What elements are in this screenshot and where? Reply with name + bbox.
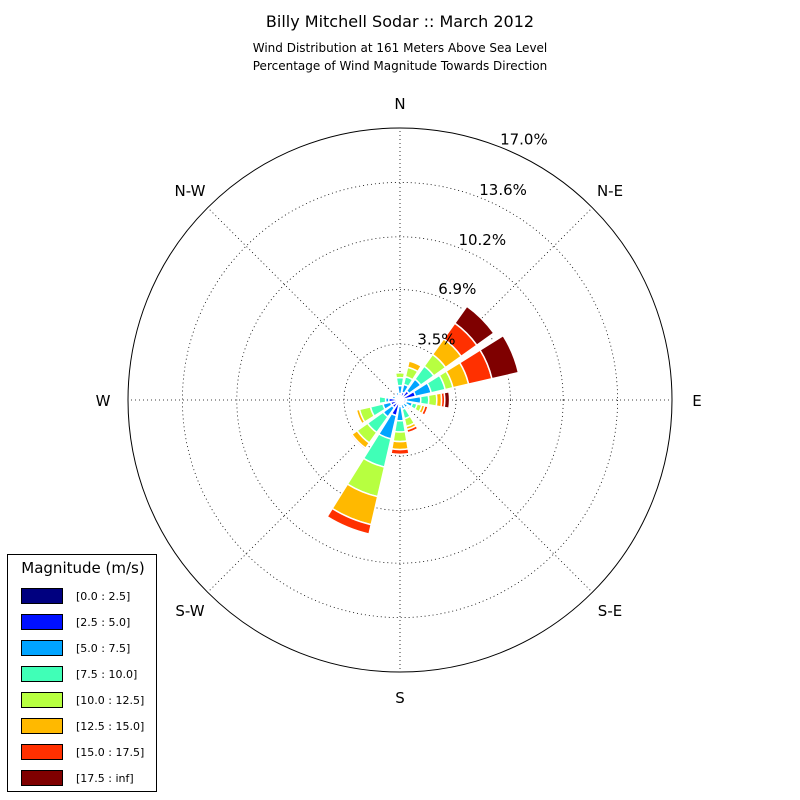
- legend-label: [7.5 : 10.0]: [76, 668, 138, 681]
- wind-bar-segment: [391, 395, 397, 400]
- wind-bar-segment: [419, 394, 430, 406]
- wind-bar-segment: [390, 448, 410, 456]
- legend-title: Magnitude (m/s): [21, 559, 145, 577]
- wind-bar-segment: [395, 391, 400, 397]
- legend-label: [0.0 : 2.5]: [76, 590, 131, 603]
- radial-tick-label: 13.6%: [479, 181, 527, 199]
- chart-subtitle-1: Wind Distribution at 161 Meters Above Se…: [252, 41, 548, 55]
- wind-bar-segment: [420, 405, 429, 417]
- legend-label: [5.0 : 7.5]: [76, 642, 131, 655]
- direction-label: W: [96, 392, 111, 410]
- legend-label: [12.5 : 15.0]: [76, 720, 145, 733]
- wind-bar-segment: [349, 433, 367, 451]
- wind-bar-segment: [378, 395, 387, 405]
- direction-label: N-E: [597, 182, 623, 200]
- grid-spoke: [207, 207, 401, 401]
- legend-swatch: [21, 692, 63, 708]
- radial-tick-label: 10.2%: [458, 231, 506, 249]
- legend-swatch: [21, 718, 63, 734]
- polar-grid: [127, 127, 673, 673]
- legend-label: [2.5 : 5.0]: [76, 616, 131, 629]
- direction-label: E: [692, 392, 701, 410]
- wind-bar-segment: [393, 419, 407, 433]
- chart-labels: 3.5% 6.9% 10.2% 13.6% 17.0% N N-E E S-E S S-W W N-W: [96, 95, 702, 707]
- direction-label: N-W: [175, 182, 206, 200]
- legend-swatch: [21, 744, 63, 760]
- legend-label: [17.5 : inf]: [76, 772, 134, 785]
- direction-label: S: [395, 689, 405, 707]
- radial-tick-label: 17.0%: [500, 131, 548, 149]
- wind-bar-segment: [443, 391, 451, 409]
- grid-spoke: [399, 399, 593, 593]
- wind-bar-segment: [406, 425, 419, 434]
- legend: Magnitude (m/s) [0.0 : 2.5] [2.5 : 5.0] [5…: [7, 554, 157, 792]
- grid-ring: [343, 343, 457, 457]
- wind-bar-segment: [326, 507, 372, 535]
- wind-bar-segment: [395, 376, 405, 387]
- direction-label: S-W: [175, 602, 204, 620]
- wind-bar-segment: [427, 393, 438, 407]
- legend-swatch: [21, 614, 63, 630]
- legend-swatch: [21, 770, 63, 786]
- radial-tick-label: 6.9%: [438, 280, 476, 298]
- legend-swatch: [21, 588, 63, 604]
- grid-ring: [289, 289, 511, 511]
- wind-bar-segment: [391, 440, 409, 451]
- grid-ring: [181, 181, 619, 619]
- chart-title: Billy Mitchell Sodar :: March 2012: [265, 12, 535, 31]
- legend-swatch: [21, 640, 63, 656]
- radial-tick-label: 3.5%: [417, 330, 455, 348]
- legend-label: [15.0 : 17.5]: [76, 746, 145, 759]
- direction-label: S-E: [598, 602, 622, 620]
- direction-label: N: [394, 95, 405, 113]
- wind-bar-segment: [454, 305, 495, 346]
- wind-bars: [326, 305, 520, 535]
- wind-bar-segment: [355, 408, 366, 425]
- wind-bar-segment: [392, 430, 408, 443]
- wind-bar-segment: [394, 372, 406, 379]
- wind-bar-segment: [479, 334, 520, 380]
- grid-ring: [236, 236, 564, 564]
- polar-frame: [127, 127, 673, 673]
- legend-label: [10.0 : 12.5]: [76, 694, 145, 707]
- wind-bar-segment: [406, 360, 422, 373]
- wind-bar-segment: [405, 405, 412, 412]
- legend-swatch: [21, 666, 63, 682]
- chart-subtitle-2: Percentage of Wind Magnitude Towards Dir…: [252, 59, 548, 73]
